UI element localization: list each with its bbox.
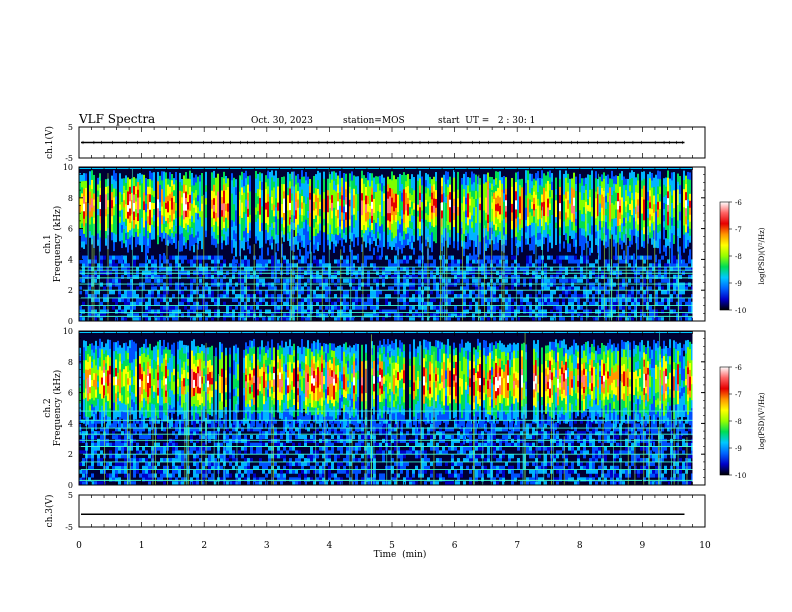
y-tick-label: 4 (68, 419, 73, 428)
colorbar-tick-label: -10 (735, 307, 746, 315)
colorbar-tick-label: -10 (735, 472, 746, 480)
x-tick-label: 0 (76, 541, 82, 551)
y-tick-label: 2 (68, 286, 73, 295)
y-tick-label: 10 (63, 327, 73, 336)
y-axis-label: Frequency (kHz) (52, 206, 63, 283)
x-tick-label: 4 (327, 541, 333, 551)
y-tick-label: -5 (65, 154, 73, 163)
colorbar-tick-label: -8 (735, 418, 742, 426)
y-axis-label: ch.1(V) (44, 126, 55, 159)
colorbar-2: -6 -7 -8 -9 -10 log(PSD)(V²/Hz) (719, 364, 766, 480)
y-tick-label: 5 (68, 491, 73, 500)
colorbar-tick-label: -6 (735, 199, 742, 207)
y-tick-label: 4 (68, 255, 73, 264)
y-axis-channel-label: ch.1 (43, 234, 53, 253)
y-tick-label: 6 (68, 225, 73, 234)
colorbar-tick-label: -9 (735, 445, 742, 453)
x-tick-label: 6 (452, 541, 458, 551)
colorbar-tick-label: -7 (735, 391, 742, 399)
x-tick-label: 3 (264, 541, 270, 551)
station-label: station=MOS (343, 116, 405, 126)
colorbar-gradient (719, 201, 730, 311)
y-axis-label: Frequency (kHz) (52, 370, 63, 447)
y-axis-channel-label: ch.2 (43, 398, 53, 417)
colorbar-label: log(PSD)(V²/Hz) (758, 227, 766, 284)
x-tick-label: 1 (139, 541, 145, 551)
x-tick-label: 7 (514, 541, 520, 551)
colorbar-tick-label: -7 (735, 226, 742, 234)
y-tick-label: -5 (65, 523, 73, 532)
colorbar-1: -6 -7 -8 -9 -10 log(PSD)(V²/Hz) (719, 199, 766, 315)
date-label: Oct. 30, 2023 (251, 116, 313, 126)
start-ut-label: start UT = 2 : 30: 1 (438, 116, 535, 126)
y-axis-label: ch.3(V) (44, 495, 55, 528)
colorbar-gradient (719, 366, 730, 476)
y-tick-label: 8 (68, 358, 73, 367)
y-tick-label: 10 (63, 163, 73, 172)
y-tick-label: 6 (68, 389, 73, 398)
colorbar-tick-label: -6 (735, 364, 742, 372)
x-axis-label: Time (min) (374, 549, 427, 560)
y-tick-label: 0 (68, 481, 73, 490)
y-tick-label: 0 (68, 317, 73, 326)
x-tick-label: 5 (389, 541, 395, 551)
colorbar-tick-label: -8 (735, 253, 742, 261)
x-tick-label: 10 (699, 541, 711, 551)
colorbar-tick-label: -9 (735, 280, 742, 288)
x-tick-label: 8 (577, 541, 583, 551)
spectrogram-ch2 (79, 331, 693, 485)
colorbar-label: log(PSD)(V²/Hz) (758, 392, 766, 449)
y-tick-label: 2 (68, 450, 73, 459)
spectrogram-ch1 (79, 167, 693, 321)
y-tick-label: 5 (68, 123, 73, 132)
y-tick-label: 8 (68, 194, 73, 203)
chart-title: VLF Spectra (78, 112, 155, 126)
x-tick-label: 9 (640, 541, 646, 551)
x-tick-label: 2 (201, 541, 207, 551)
